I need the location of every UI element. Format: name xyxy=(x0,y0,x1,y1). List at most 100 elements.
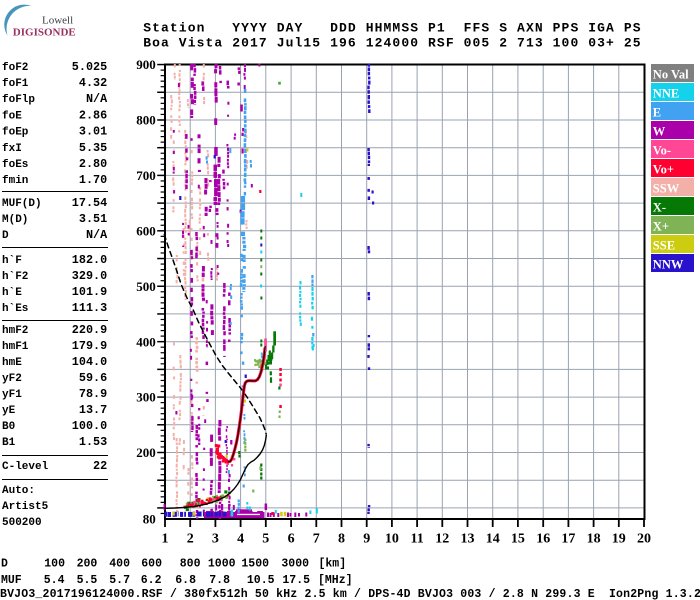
svg-text:yE: yE xyxy=(2,405,16,417)
svg-text:15: 15 xyxy=(511,532,525,547)
svg-text:111.3: 111.3 xyxy=(72,301,107,315)
svg-text:NNW: NNW xyxy=(653,258,684,272)
svg-text:200: 200 xyxy=(136,445,156,460)
svg-text:700: 700 xyxy=(136,168,156,183)
svg-text:22: 22 xyxy=(93,459,107,473)
svg-text:13.7: 13.7 xyxy=(79,403,107,417)
svg-text:D: D xyxy=(2,230,9,242)
svg-text:3: 3 xyxy=(212,532,219,547)
svg-text:X-: X- xyxy=(653,201,666,215)
svg-text:182.0: 182.0 xyxy=(72,253,107,267)
svg-text:2: 2 xyxy=(187,532,194,547)
svg-text:foE: foE xyxy=(2,110,22,122)
svg-text:7: 7 xyxy=(313,532,320,547)
svg-text:Station YYYY DAY DDD HHMMS: Station YYYY DAY DDD HHMMSS P1 FFS S AXN… xyxy=(143,21,641,36)
svg-text:600: 600 xyxy=(136,223,156,238)
svg-text:Boa Vista 2017 Jul15 196 12400: Boa Vista 2017 Jul15 196 124000 RSF 005 … xyxy=(143,36,641,51)
svg-text:17.5: 17.5 xyxy=(282,574,310,587)
svg-text:19: 19 xyxy=(612,532,626,547)
svg-text:yF1: yF1 xyxy=(2,389,22,401)
svg-text:101.9: 101.9 xyxy=(72,285,107,299)
svg-text:104.0: 104.0 xyxy=(72,355,107,369)
svg-text:foEp: foEp xyxy=(2,127,29,139)
svg-text:17.54: 17.54 xyxy=(72,196,107,210)
svg-text:foEs: foEs xyxy=(2,159,28,171)
svg-text:3.51: 3.51 xyxy=(79,212,107,226)
svg-text:20: 20 xyxy=(637,532,651,547)
svg-text:BVJO3_2017196124000.RSF / 380f: BVJO3_2017196124000.RSF / 380fx512h 50 k… xyxy=(0,588,700,600)
svg-text:MUF(D): MUF(D) xyxy=(2,198,42,210)
svg-text:NNE: NNE xyxy=(653,87,679,101)
svg-text:5: 5 xyxy=(262,532,269,547)
svg-text:6.2: 6.2 xyxy=(141,574,162,587)
svg-text:600: 600 xyxy=(141,558,162,571)
svg-text:hmF1: hmF1 xyxy=(2,341,29,353)
svg-text:5.7: 5.7 xyxy=(109,574,130,587)
svg-text:1500: 1500 xyxy=(241,558,269,571)
svg-text:400: 400 xyxy=(136,334,156,349)
svg-text:17: 17 xyxy=(561,532,575,547)
svg-text:4: 4 xyxy=(237,532,244,547)
svg-text:200: 200 xyxy=(77,558,98,571)
svg-text:C-level: C-level xyxy=(2,461,49,473)
svg-text:500: 500 xyxy=(136,279,156,294)
svg-text:8: 8 xyxy=(338,532,345,547)
svg-text:800: 800 xyxy=(136,113,156,128)
svg-text:N/A: N/A xyxy=(86,228,108,242)
svg-text:100: 100 xyxy=(44,558,65,571)
svg-text:329.0: 329.0 xyxy=(72,269,107,283)
svg-text:11: 11 xyxy=(410,532,423,547)
svg-text:h`E: h`E xyxy=(2,287,22,299)
svg-text:10: 10 xyxy=(385,532,399,547)
svg-text:hmF2: hmF2 xyxy=(2,325,28,337)
svg-text:4.32: 4.32 xyxy=(79,76,107,90)
svg-text:D: D xyxy=(1,558,8,571)
svg-text:500200: 500200 xyxy=(2,517,42,529)
svg-text:h`F: h`F xyxy=(2,255,22,267)
svg-text:foF1: foF1 xyxy=(2,78,29,90)
svg-text:DIGISONDE: DIGISONDE xyxy=(13,27,76,39)
svg-text:B0: B0 xyxy=(2,421,15,433)
svg-text:400: 400 xyxy=(109,558,130,571)
svg-text:X+: X+ xyxy=(653,220,669,234)
svg-text:9: 9 xyxy=(363,532,370,547)
svg-text:6.8: 6.8 xyxy=(175,574,196,587)
svg-text:5.35: 5.35 xyxy=(79,141,107,155)
svg-text:800: 800 xyxy=(180,558,201,571)
svg-text:foFlp: foFlp xyxy=(2,94,35,106)
svg-text:B1: B1 xyxy=(2,437,16,449)
svg-text:59.6: 59.6 xyxy=(79,371,107,385)
svg-text:3.01: 3.01 xyxy=(79,125,107,139)
svg-text:300: 300 xyxy=(136,390,156,405)
svg-text:13: 13 xyxy=(461,532,475,547)
svg-text:2.86: 2.86 xyxy=(79,108,107,122)
svg-text:Artist5: Artist5 xyxy=(2,501,49,513)
svg-text:Lowell: Lowell xyxy=(42,15,73,27)
svg-text:h`Es: h`Es xyxy=(2,303,28,315)
svg-text:SSE: SSE xyxy=(653,239,675,253)
svg-text:MUF: MUF xyxy=(1,574,22,587)
svg-text:1.70: 1.70 xyxy=(79,173,107,187)
svg-text:[MHz]: [MHz] xyxy=(318,574,353,587)
svg-text:78.9: 78.9 xyxy=(79,387,107,401)
svg-text:2.80: 2.80 xyxy=(79,157,107,171)
svg-text:foF2: foF2 xyxy=(2,62,28,74)
svg-text:N/A: N/A xyxy=(86,92,108,106)
svg-text:6: 6 xyxy=(288,532,295,547)
svg-text:14: 14 xyxy=(486,532,500,547)
svg-text:100.0: 100.0 xyxy=(72,419,107,433)
svg-text:12: 12 xyxy=(435,532,449,547)
svg-text:900: 900 xyxy=(136,57,156,72)
svg-text:W: W xyxy=(653,125,666,139)
svg-text:18: 18 xyxy=(587,532,601,547)
svg-text:Vo+: Vo+ xyxy=(653,163,674,177)
svg-text:1000: 1000 xyxy=(208,558,236,571)
svg-text:No Val: No Val xyxy=(653,68,689,82)
svg-text:80: 80 xyxy=(143,512,156,527)
svg-text:fxI: fxI xyxy=(2,143,22,155)
svg-text:3000: 3000 xyxy=(281,558,309,571)
svg-text:Auto:: Auto: xyxy=(2,485,35,497)
svg-text:M(D): M(D) xyxy=(2,214,28,226)
svg-text:7.8: 7.8 xyxy=(209,574,230,587)
svg-text:[km]: [km] xyxy=(319,558,347,571)
